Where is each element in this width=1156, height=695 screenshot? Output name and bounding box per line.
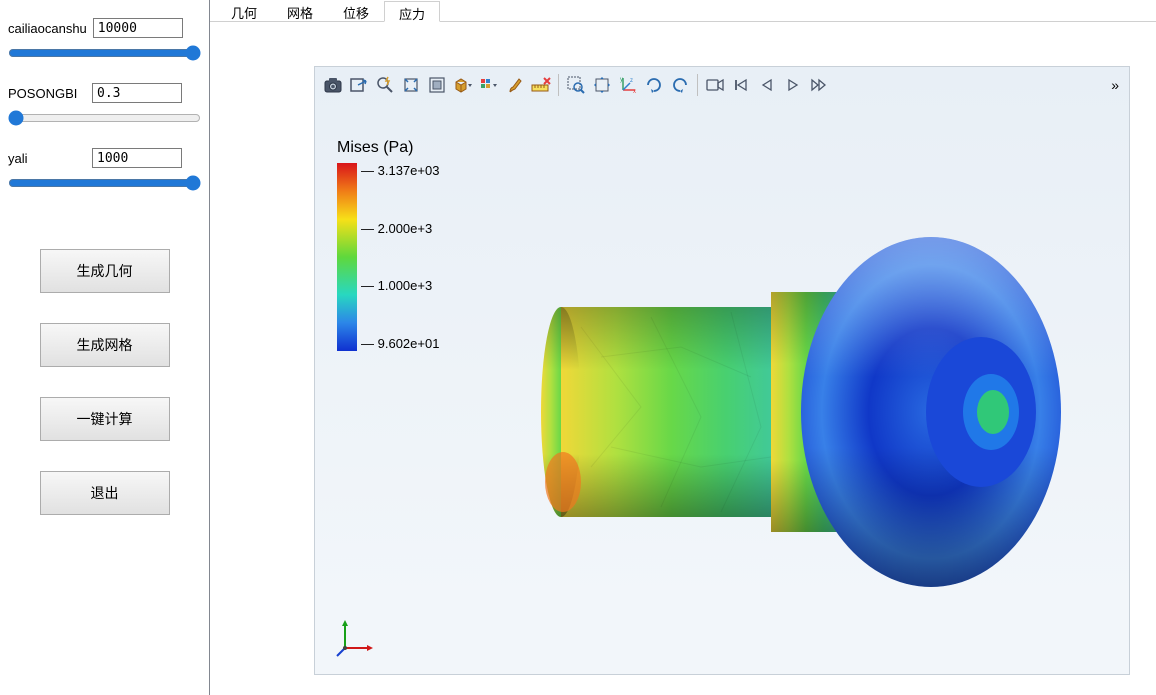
export-icon[interactable] <box>347 73 371 97</box>
app-root: cailiaocanshu POSONGBI yali 生成几何 生成网格 一键… <box>0 0 1156 695</box>
toolbar-separator <box>558 74 559 96</box>
main-area: 几何 网格 位移 应力 <box>210 0 1156 695</box>
ruler-delete-icon[interactable] <box>529 73 553 97</box>
field-posongbi: POSONGBI <box>8 83 201 103</box>
legend-colorbar <box>337 163 357 351</box>
legend-tick: — 2.000e+3 <box>361 221 439 236</box>
pan-icon[interactable] <box>590 73 614 97</box>
axis-triad <box>335 618 375 658</box>
svg-text:y: y <box>620 77 623 83</box>
body-dropdown-icon[interactable] <box>477 73 501 97</box>
legend-ticks: — 3.137e+03 — 2.000e+3 — 1.000e+3 — 9.60… <box>361 163 439 351</box>
first-frame-icon[interactable] <box>729 73 753 97</box>
fit-window-icon[interactable] <box>425 73 449 97</box>
toolbar-separator <box>697 74 698 96</box>
cailiaocanshu-input[interactable] <box>93 18 183 38</box>
svg-text:z: z <box>630 78 633 84</box>
color-legend: Mises (Pa) — 3.137e+03 — 2.000e+3 — 1.00… <box>337 139 439 351</box>
axes-icon[interactable]: y xz <box>616 73 640 97</box>
svg-text:x: x <box>633 89 636 94</box>
exit-button[interactable]: 退出 <box>40 471 170 515</box>
posongbi-input[interactable] <box>92 83 182 103</box>
posongbi-slider[interactable] <box>8 109 201 127</box>
toolbar-overflow-icon[interactable]: » <box>1111 77 1123 93</box>
brush-icon[interactable] <box>503 73 527 97</box>
tab-mesh[interactable]: 网格 <box>272 0 328 21</box>
play-icon[interactable] <box>781 73 805 97</box>
field-cailiaocanshu: cailiaocanshu <box>8 18 201 38</box>
tab-displacement[interactable]: 位移 <box>328 0 384 21</box>
legend-tick: — 9.602e+01 <box>361 336 439 351</box>
compute-button[interactable]: 一键计算 <box>40 397 170 441</box>
camera-video-icon[interactable] <box>703 73 727 97</box>
legend-tick: — 1.000e+3 <box>361 278 439 293</box>
prev-frame-icon[interactable] <box>755 73 779 97</box>
zoom-area-icon[interactable] <box>564 73 588 97</box>
fit-expand-icon[interactable] <box>399 73 423 97</box>
rotate-cw-icon[interactable] <box>642 73 666 97</box>
generate-geometry-button[interactable]: 生成几何 <box>40 249 170 293</box>
sidebar: cailiaocanshu POSONGBI yali 生成几何 生成网格 一键… <box>0 0 210 695</box>
tab-stress[interactable]: 应力 <box>384 1 440 22</box>
field-label: yali <box>8 151 86 166</box>
fea-model-render <box>501 207 1091 627</box>
view-panel: yxz » Mises (Pa) — 3.1 <box>314 66 1130 675</box>
view-container: yxz » Mises (Pa) — 3.1 <box>210 22 1156 695</box>
camera-icon[interactable] <box>321 73 345 97</box>
zoom-flash-icon[interactable] <box>373 73 397 97</box>
next-icon[interactable] <box>807 73 831 97</box>
field-yali: yali <box>8 148 201 168</box>
rotate-ccw-icon[interactable] <box>668 73 692 97</box>
yali-slider[interactable] <box>8 174 201 192</box>
box-dropdown-icon[interactable] <box>451 73 475 97</box>
cailiaocanshu-slider[interactable] <box>8 44 201 62</box>
legend-tick: — 3.137e+03 <box>361 163 439 178</box>
tab-geometry[interactable]: 几何 <box>216 0 272 21</box>
field-label: cailiaocanshu <box>8 21 87 36</box>
yali-input[interactable] <box>92 148 182 168</box>
view-toolbar: y xz » <box>321 73 1123 97</box>
generate-mesh-button[interactable]: 生成网格 <box>40 323 170 367</box>
field-label: POSONGBI <box>8 86 86 101</box>
tab-bar: 几何 网格 位移 应力 <box>210 0 1156 22</box>
legend-title: Mises (Pa) <box>337 139 439 157</box>
